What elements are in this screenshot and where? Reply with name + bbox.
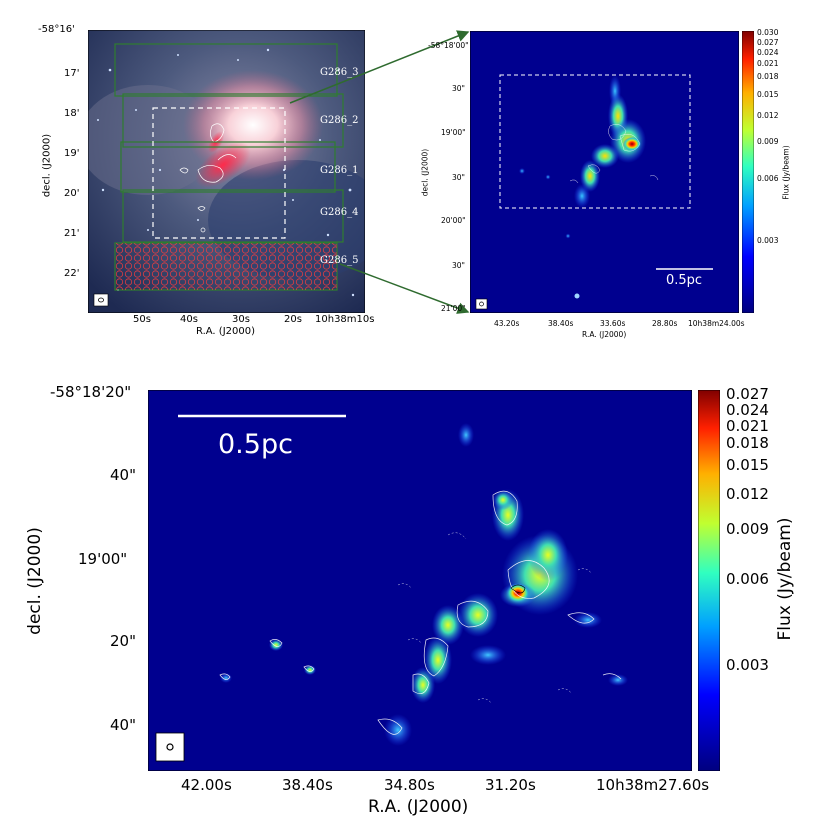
ytick-label: -58°18'00" — [428, 41, 469, 50]
label-g286-4: G286_4 — [320, 207, 359, 218]
y-axis-label: decl. (J2000) — [25, 527, 45, 635]
ytick-label: 21'00" — [441, 304, 466, 313]
label-g286-2: G286_2 — [320, 115, 359, 126]
colorbar-tick: 0.021 — [757, 59, 779, 68]
x-axis-label: R.A. (J2000) — [196, 326, 255, 337]
field-g286-4 — [122, 189, 344, 243]
xtick-label: 38.40s — [282, 776, 333, 794]
scale-bar-label: 0.5pc — [666, 273, 703, 288]
colorbar-label: Flux (Jy/beam) — [775, 517, 795, 641]
ytick-label: 30" — [452, 261, 465, 270]
ytick-label: 40" — [110, 466, 136, 484]
xtick-label: 33.60s — [600, 319, 626, 328]
xtick-label: 31.20s — [485, 776, 536, 794]
colorbar-tick: 0.015 — [757, 90, 779, 99]
field-g286-3 — [114, 43, 338, 97]
xtick-label: 30s — [232, 314, 250, 325]
colorbar-tick: 0.030 — [757, 28, 779, 37]
colorbar-tick: 0.015 — [726, 456, 769, 474]
xtick-label: 43.20s — [494, 319, 520, 328]
colorbar-tick: 0.021 — [726, 417, 769, 435]
xtick-label: 20s — [284, 314, 302, 325]
ytick-label: 30" — [452, 84, 465, 93]
ytick-label: -58°16' — [38, 24, 75, 35]
ytick-label: 22' — [64, 268, 80, 279]
colorbar-tick: 0.027 — [726, 385, 769, 403]
colorbar-tick: 0.009 — [726, 520, 769, 538]
zoom-arrows — [289, 30, 470, 314]
colorbar-label: Flux (Jy/beam) — [781, 145, 791, 200]
xtick-label: 10h38m10s — [315, 314, 375, 325]
colorbar-tick: 0.024 — [757, 48, 779, 57]
colorbar-tick: 0.006 — [757, 174, 779, 183]
colorbar-tick: 0.024 — [726, 401, 769, 419]
colorbar-tick: 0.012 — [726, 485, 769, 503]
scale-bar-label: 0.5pc — [218, 429, 293, 460]
overview-map-image — [470, 31, 739, 313]
colorbar — [742, 31, 754, 313]
composite-image — [88, 30, 365, 313]
ytick-label: 19'00" — [441, 128, 466, 137]
field-g286-2 — [122, 93, 344, 148]
ytick-label: 19' — [64, 148, 80, 159]
ytick-label: 21' — [64, 228, 80, 239]
xtick-label: 42.00s — [181, 776, 232, 794]
ytick-label: 30" — [452, 173, 465, 182]
zoom-region-box — [499, 74, 691, 209]
colorbar-tick: 0.018 — [757, 72, 779, 81]
label-g286-5: G286_5 — [320, 255, 359, 266]
colorbar-tick: 0.012 — [757, 111, 779, 120]
zoom-map-image — [148, 390, 692, 771]
colorbar-tick: 0.003 — [726, 656, 769, 674]
xtick-label: 38.40s — [548, 319, 574, 328]
xtick-label: 50s — [133, 314, 151, 325]
colorbar-tick: 0.006 — [726, 570, 769, 588]
ytick-label: 20" — [110, 632, 136, 650]
ytick-label: 20' — [64, 188, 80, 199]
ytick-label: 20'00" — [441, 216, 466, 225]
xtick-label: 28.80s — [652, 319, 678, 328]
xtick-label: 40s — [180, 314, 198, 325]
ytick-label: 19'00" — [78, 550, 128, 568]
colorbar-tick: 0.027 — [757, 38, 779, 47]
label-g286-1: G286_1 — [320, 165, 359, 176]
colorbar-tick: 0.009 — [757, 137, 779, 146]
y-axis-label: decl. (J2000) — [420, 148, 430, 197]
field-g286-1 — [120, 141, 336, 193]
x-axis-label: R.A. (J2000) — [582, 330, 627, 339]
zoom-region-box — [152, 107, 286, 239]
label-g286-3: G286_3 — [320, 67, 359, 78]
colorbar — [698, 390, 720, 771]
ytick-label: -58°18'20" — [50, 383, 132, 401]
xtick-label: 10h38m24.00s — [688, 319, 745, 328]
ytick-label: 18' — [64, 108, 80, 119]
colorbar-tick: 0.018 — [726, 434, 769, 452]
x-axis-label: R.A. (J2000) — [368, 797, 469, 817]
xtick-label: 10h38m27.60s — [596, 776, 710, 794]
ytick-label: 17' — [64, 68, 80, 79]
colorbar-tick: 0.003 — [757, 236, 779, 245]
xtick-label: 34.80s — [384, 776, 435, 794]
ytick-label: 40" — [110, 716, 136, 734]
